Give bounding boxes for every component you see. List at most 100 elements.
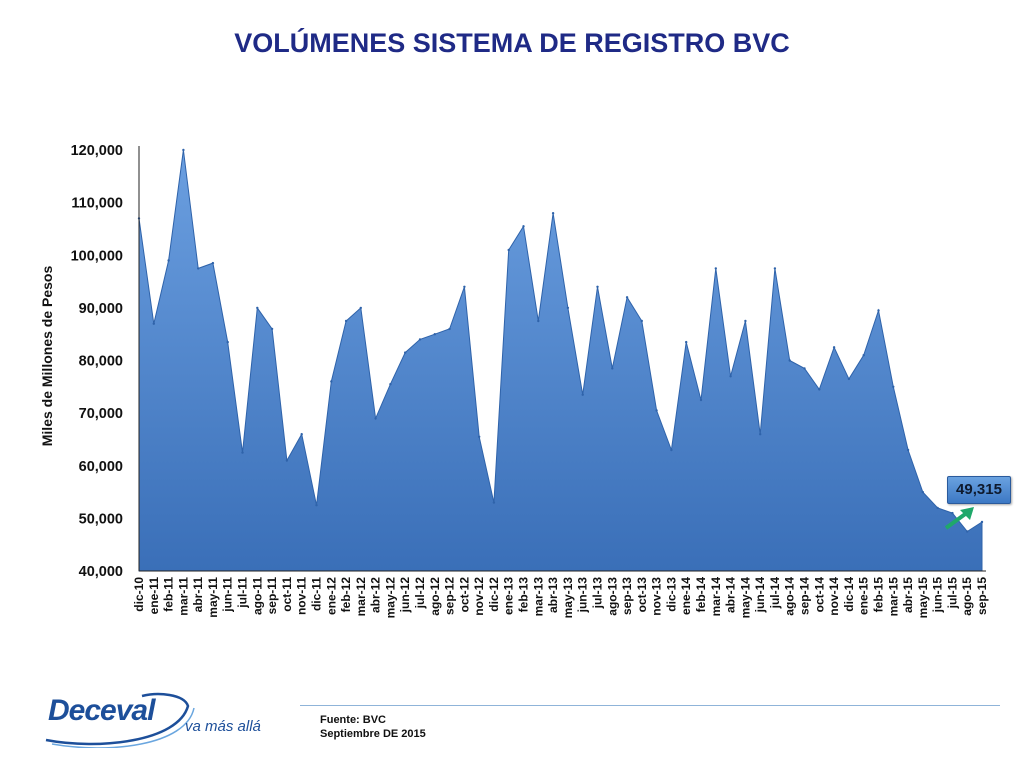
- x-tick-label: jun-15: [931, 577, 945, 614]
- data-point-jun-15: [936, 506, 939, 510]
- x-tick-label: may-13: [561, 577, 575, 619]
- source-note: Fuente: BVC Septiembre DE 2015: [320, 713, 426, 741]
- logo-swoosh-icon: [45, 692, 195, 748]
- x-tick-label: abr-13: [546, 577, 560, 613]
- x-tick-label: feb-14: [694, 577, 708, 613]
- data-point-sep-12: [448, 327, 451, 331]
- x-tick-label: mar-12: [354, 577, 368, 617]
- chart-area: 40,000 50,000 60,000 70,000 80,000 90,000 100,…: [39, 143, 1011, 619]
- data-point-dic-14: [847, 377, 851, 381]
- y-tick-label: 90,000: [79, 301, 123, 317]
- x-tick-label: jun-11: [221, 577, 235, 613]
- x-tick-label: abr-14: [724, 577, 738, 613]
- x-tick-label: ago-15: [960, 577, 974, 616]
- data-point-nov-11: [300, 433, 303, 436]
- x-tick-label: may-15: [916, 577, 930, 619]
- data-point-abr-15: [906, 448, 910, 452]
- data-point-oct-11: [285, 459, 289, 462]
- data-point-sep-13: [625, 296, 629, 299]
- data-point-jun-12: [404, 351, 407, 354]
- x-tick-label: jul-15: [945, 577, 959, 610]
- data-point-ago-14: [788, 359, 791, 362]
- data-point-ene-11: [152, 322, 155, 325]
- y-tick-label: 80,000: [79, 354, 123, 370]
- x-tick-label: ene-12: [324, 577, 338, 615]
- x-tick-label: jul-11: [236, 577, 250, 609]
- data-point-mar-13: [537, 319, 540, 323]
- x-tick-label: dic-12: [487, 577, 501, 612]
- data-point-feb-15: [877, 309, 880, 312]
- x-tick-label: jun-12: [398, 577, 412, 614]
- data-point-ago-11: [256, 306, 259, 310]
- x-tick-label: nov-11: [295, 577, 309, 615]
- volume-area-series: [138, 149, 983, 572]
- data-point-may-12: [389, 383, 392, 386]
- x-tick-label: sep-14: [798, 577, 812, 615]
- x-tick-label: feb-12: [339, 577, 353, 613]
- x-tick-label: abr-12: [369, 577, 383, 613]
- x-tick-label: jul-12: [413, 577, 427, 610]
- data-point-ene-15: [862, 354, 865, 357]
- x-tick-label: mar-14: [709, 577, 723, 617]
- data-point-dic-13: [670, 448, 673, 452]
- data-point-ene-13: [507, 248, 510, 252]
- data-point-jun-13: [581, 393, 584, 396]
- data-point-may-14: [744, 319, 747, 323]
- x-tick-label: oct-13: [635, 577, 649, 613]
- x-tick-label: abr-15: [901, 577, 915, 613]
- x-tick-label: sep-12: [443, 577, 457, 615]
- footer-divider: [300, 705, 1000, 706]
- x-tick-label: may-14: [738, 577, 752, 619]
- data-point-mar-15: [892, 385, 895, 388]
- data-point-abr-11: [197, 267, 200, 270]
- x-tick-label: nov-12: [472, 577, 486, 616]
- x-tick-label: oct-12: [457, 577, 471, 613]
- data-point-ago-12: [433, 333, 436, 336]
- x-tick-label: sep-15: [975, 577, 989, 615]
- data-point-ene-14: [685, 340, 688, 344]
- data-point-abr-12: [374, 417, 377, 420]
- x-tick-label: dic-11: [309, 577, 323, 611]
- x-tick-label: feb-15: [871, 577, 885, 613]
- data-point-jul-12: [418, 338, 422, 341]
- x-tick-label: ago-14: [783, 577, 797, 616]
- x-tick-label: ago-13: [605, 577, 619, 616]
- x-tick-label: abr-11: [191, 577, 205, 613]
- x-tick-label: jul-14: [768, 577, 782, 610]
- data-point-abr-13: [551, 212, 555, 215]
- x-tick-label: may-12: [383, 577, 397, 619]
- data-point-nov-13: [655, 409, 658, 412]
- data-point-may-11: [211, 261, 215, 265]
- x-tick-label: jun-14: [753, 577, 767, 614]
- source-date: Septiembre DE 2015: [320, 728, 426, 740]
- data-point-mar-11: [182, 148, 185, 152]
- data-point-feb-12: [344, 319, 348, 323]
- last-value-callout: 49,315: [947, 476, 1011, 504]
- x-tick-label: dic-14: [842, 577, 856, 612]
- volume-area-chart: 40,000 50,000 60,000 70,000 80,000 90,000 100,…: [39, 143, 989, 619]
- data-point-ago-15: [966, 530, 969, 533]
- x-tick-label: mar-11: [176, 577, 190, 616]
- data-point-sep-15: [980, 520, 984, 524]
- data-point-sep-14: [803, 367, 806, 370]
- x-tick-label: jun-13: [576, 577, 590, 614]
- y-axis-label: Miles de Millones de Pesos: [39, 266, 55, 447]
- x-tick-label: ene-14: [679, 577, 693, 615]
- y-tick-label: 100,000: [71, 248, 123, 264]
- x-tick-label: feb-13: [517, 577, 531, 613]
- logo-tagline: va más allá: [185, 718, 261, 735]
- data-point-oct-13: [640, 319, 643, 323]
- data-point-jun-14: [759, 433, 762, 436]
- y-tick-label: 60,000: [79, 459, 123, 475]
- x-tick-label: nov-13: [650, 577, 664, 616]
- data-point-jul-13: [596, 285, 599, 288]
- y-tick-label: 50,000: [79, 511, 123, 527]
- x-tick-label: jul-13: [590, 577, 604, 610]
- data-point-dic-12: [492, 501, 496, 504]
- data-point-ago-13: [611, 367, 614, 370]
- data-point-feb-14: [699, 398, 703, 402]
- data-point-jun-11: [226, 340, 229, 344]
- y-tick-label: 70,000: [79, 406, 123, 422]
- x-tick-label: oct-11: [280, 577, 294, 612]
- data-point-mar-14: [714, 267, 717, 270]
